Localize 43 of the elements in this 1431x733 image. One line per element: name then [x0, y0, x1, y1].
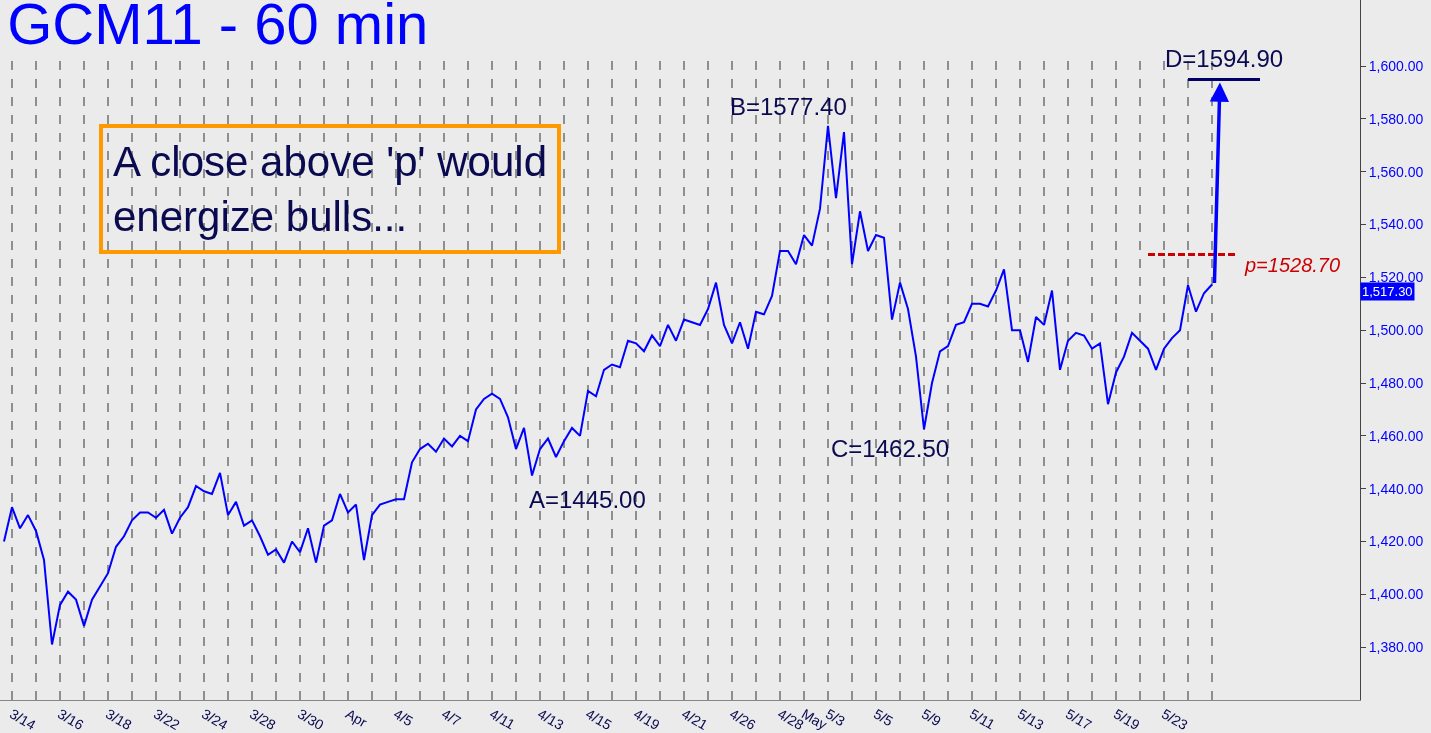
- chart-title: GCM11 - 60 min: [7, 0, 429, 57]
- y-tick-label: 1,400.00: [1368, 586, 1424, 603]
- x-tick-label: 4/15: [583, 705, 615, 733]
- y-tick-label: 1,560.00: [1368, 163, 1424, 180]
- x-tick-label: 5/13: [1015, 705, 1047, 733]
- annotation: D=1594.90: [1165, 45, 1284, 72]
- x-tick-label: 5/17: [1063, 705, 1095, 733]
- x-tick-label: 5/5: [871, 705, 897, 730]
- y-tick-label: 1,480.00: [1368, 374, 1424, 391]
- annotation: A close above 'p' would energize bulls...: [113, 138, 547, 240]
- x-tick-label: 4/19: [631, 705, 663, 733]
- x-tick-label: 3/24: [199, 705, 231, 733]
- annotation: p=1528.70: [1244, 254, 1341, 276]
- x-tick-label: 5/9: [919, 705, 945, 730]
- y-tick-label: 1,420.00: [1368, 533, 1424, 550]
- text: 1,517.30: [1362, 284, 1413, 299]
- x-tick-label: 4/21: [679, 705, 711, 733]
- x-tick-label: 4/7: [439, 705, 465, 730]
- x-tick-label: 4/11: [487, 705, 518, 733]
- y-tick-label: 1,380.00: [1368, 639, 1424, 656]
- y-tick-label: 1,540.00: [1368, 216, 1424, 233]
- y-tick-label: 1,440.00: [1368, 480, 1424, 497]
- y-tick-label: 1,580.00: [1368, 110, 1424, 127]
- x-tick-label: 5/23: [1159, 705, 1191, 733]
- y-tick-label: 1,460.00: [1368, 427, 1424, 444]
- x-tick-label: 3/28: [247, 705, 279, 733]
- x-tick-label: 5/11: [967, 705, 998, 733]
- y-tick-label: 1,600.00: [1368, 57, 1424, 74]
- annotation: B=1577.40: [730, 93, 847, 120]
- x-tick-label: 4/13: [535, 705, 567, 733]
- x-tick-label: 4/5: [391, 705, 417, 730]
- x-tick-label: 3/22: [151, 705, 183, 733]
- x-tick-label: 5/19: [1111, 705, 1143, 733]
- annotation: C=1462.50: [831, 435, 950, 462]
- y-tick-label: 1,520.00: [1368, 269, 1424, 286]
- x-tick-label: 4/26: [727, 705, 759, 733]
- x-tick-label: 3/16: [55, 705, 87, 733]
- x-tick-label: Apr: [343, 705, 371, 731]
- x-tick-label: 3/30: [295, 705, 327, 733]
- annotation: A=1445.00: [529, 486, 646, 513]
- y-tick-label: 1,500.00: [1368, 322, 1424, 339]
- x-tick-label: 3/14: [7, 705, 39, 733]
- x-tick-label: 3/18: [103, 705, 135, 733]
